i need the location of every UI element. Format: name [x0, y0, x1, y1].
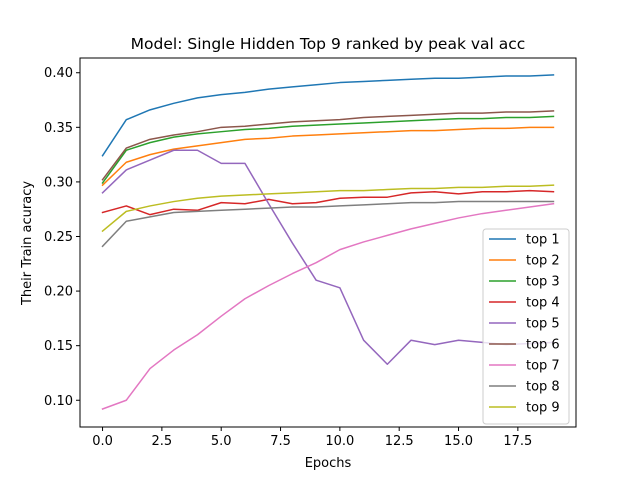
- legend-box: [482, 228, 570, 425]
- x-axis-ticks: 0.0 2.5 5.0 7.5 10.0 12.5 15.0 17.5: [92, 427, 532, 449]
- x-tick-label: 17.5: [503, 434, 532, 449]
- x-tick-label: 10.0: [325, 434, 354, 449]
- y-tick-label: 0.30: [44, 175, 73, 190]
- y-tick-label: 0.10: [44, 394, 73, 409]
- legend-label-top-4: top 4: [526, 296, 560, 311]
- legend-label-top-9: top 9: [526, 401, 560, 416]
- y-axis-label: Their Train acuracy: [20, 181, 35, 306]
- y-axis-ticks: 0.10 0.15 0.20 0.25 0.30 0.35 0.40: [44, 66, 80, 409]
- y-tick-label: 0.15: [44, 339, 73, 354]
- y-tick-label: 0.40: [44, 66, 73, 81]
- series-line-top-5: [101, 149, 555, 365]
- legend-label-top-2: top 2: [526, 254, 560, 269]
- plot-series: [101, 74, 555, 410]
- x-tick-label: 12.5: [385, 434, 414, 449]
- legend-label-top-7: top 7: [526, 359, 560, 374]
- legend: top 1 top 2 top 3 top 4 top 5 top 6 top 7 top 8…: [482, 228, 570, 425]
- y-tick-label: 0.35: [44, 121, 73, 136]
- series-line-top-1: [101, 74, 555, 157]
- legend-label-top-6: top 6: [526, 338, 560, 353]
- legend-label-top-8: top 8: [526, 380, 560, 395]
- legend-label-top-5: top 5: [526, 317, 560, 332]
- plot-frame: [79, 57, 577, 428]
- series-line-top-7: [101, 202, 555, 410]
- series-line-top-4: [101, 189, 555, 216]
- y-tick-label: 0.25: [44, 230, 73, 245]
- x-tick-label: 5.0: [211, 434, 232, 449]
- series-line-top-2: [101, 126, 555, 187]
- series-line-top-3: [101, 115, 555, 185]
- x-tick-label: 2.5: [152, 434, 173, 449]
- x-tick-label: 7.5: [270, 434, 291, 449]
- legend-label-top-3: top 3: [526, 275, 560, 290]
- y-tick-label: 0.20: [44, 285, 73, 300]
- series-line-top-9: [101, 184, 555, 233]
- series-line-top-8: [101, 200, 555, 248]
- legend-label-top-1: top 1: [526, 233, 560, 248]
- x-tick-label: 15.0: [444, 434, 473, 449]
- chart-title: Model: Single Hidden Top 9 ranked by pea…: [131, 35, 526, 53]
- x-tick-label: 0.0: [92, 434, 113, 449]
- series-line-top-6: [101, 110, 555, 181]
- x-axis-label: Epochs: [305, 456, 352, 471]
